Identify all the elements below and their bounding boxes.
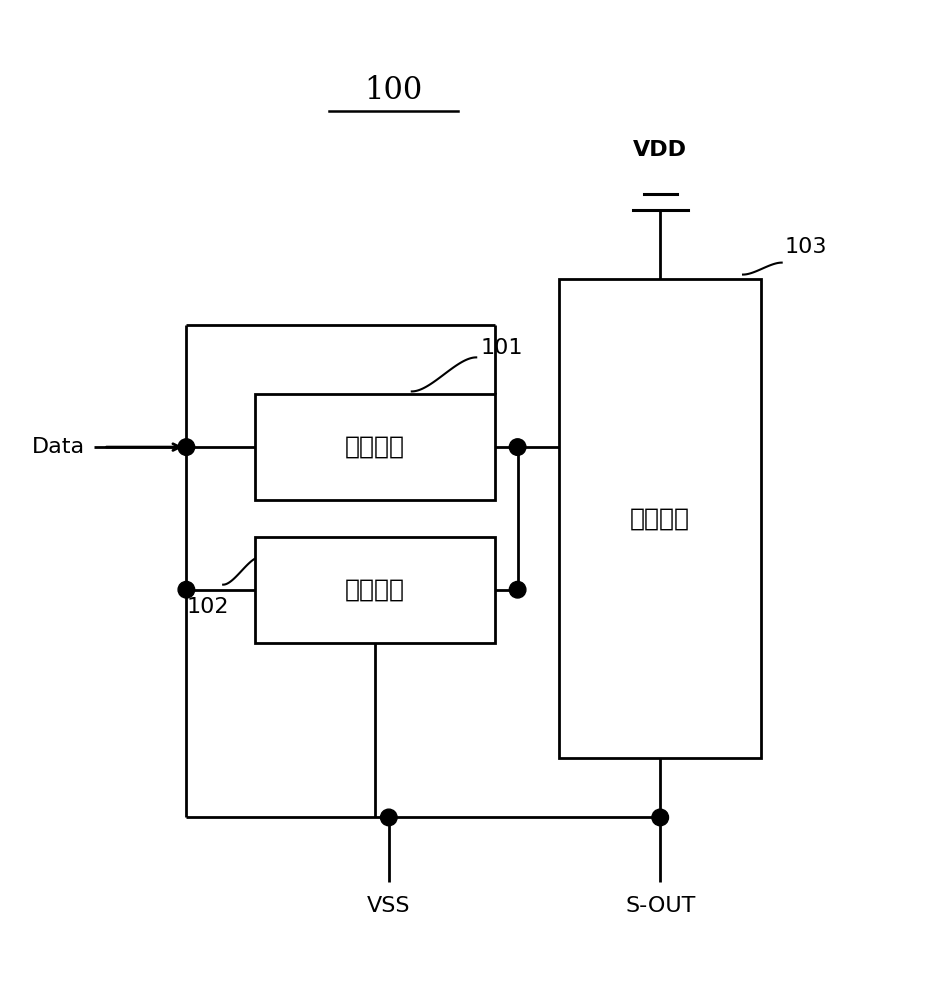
Bar	[559, 279, 761, 758]
Bar	[255, 394, 495, 500]
Text: 103: 103	[785, 237, 827, 257]
Text: 驱动电路: 驱动电路	[630, 506, 690, 530]
Text: 102: 102	[187, 597, 229, 617]
Circle shape	[178, 581, 194, 598]
Circle shape	[509, 581, 526, 598]
Text: 充电电路: 充电电路	[345, 435, 405, 459]
Text: Data: Data	[32, 437, 85, 457]
Text: VDD: VDD	[633, 140, 687, 160]
Circle shape	[178, 439, 194, 455]
Text: 101: 101	[481, 338, 523, 358]
Text: S-OUT: S-OUT	[625, 896, 696, 916]
Circle shape	[509, 439, 526, 455]
Text: VSS: VSS	[367, 896, 411, 916]
Text: 100: 100	[364, 75, 422, 106]
Bar	[255, 537, 495, 643]
Text: 放电电路: 放电电路	[345, 578, 405, 602]
Circle shape	[652, 809, 669, 826]
Circle shape	[380, 809, 397, 826]
